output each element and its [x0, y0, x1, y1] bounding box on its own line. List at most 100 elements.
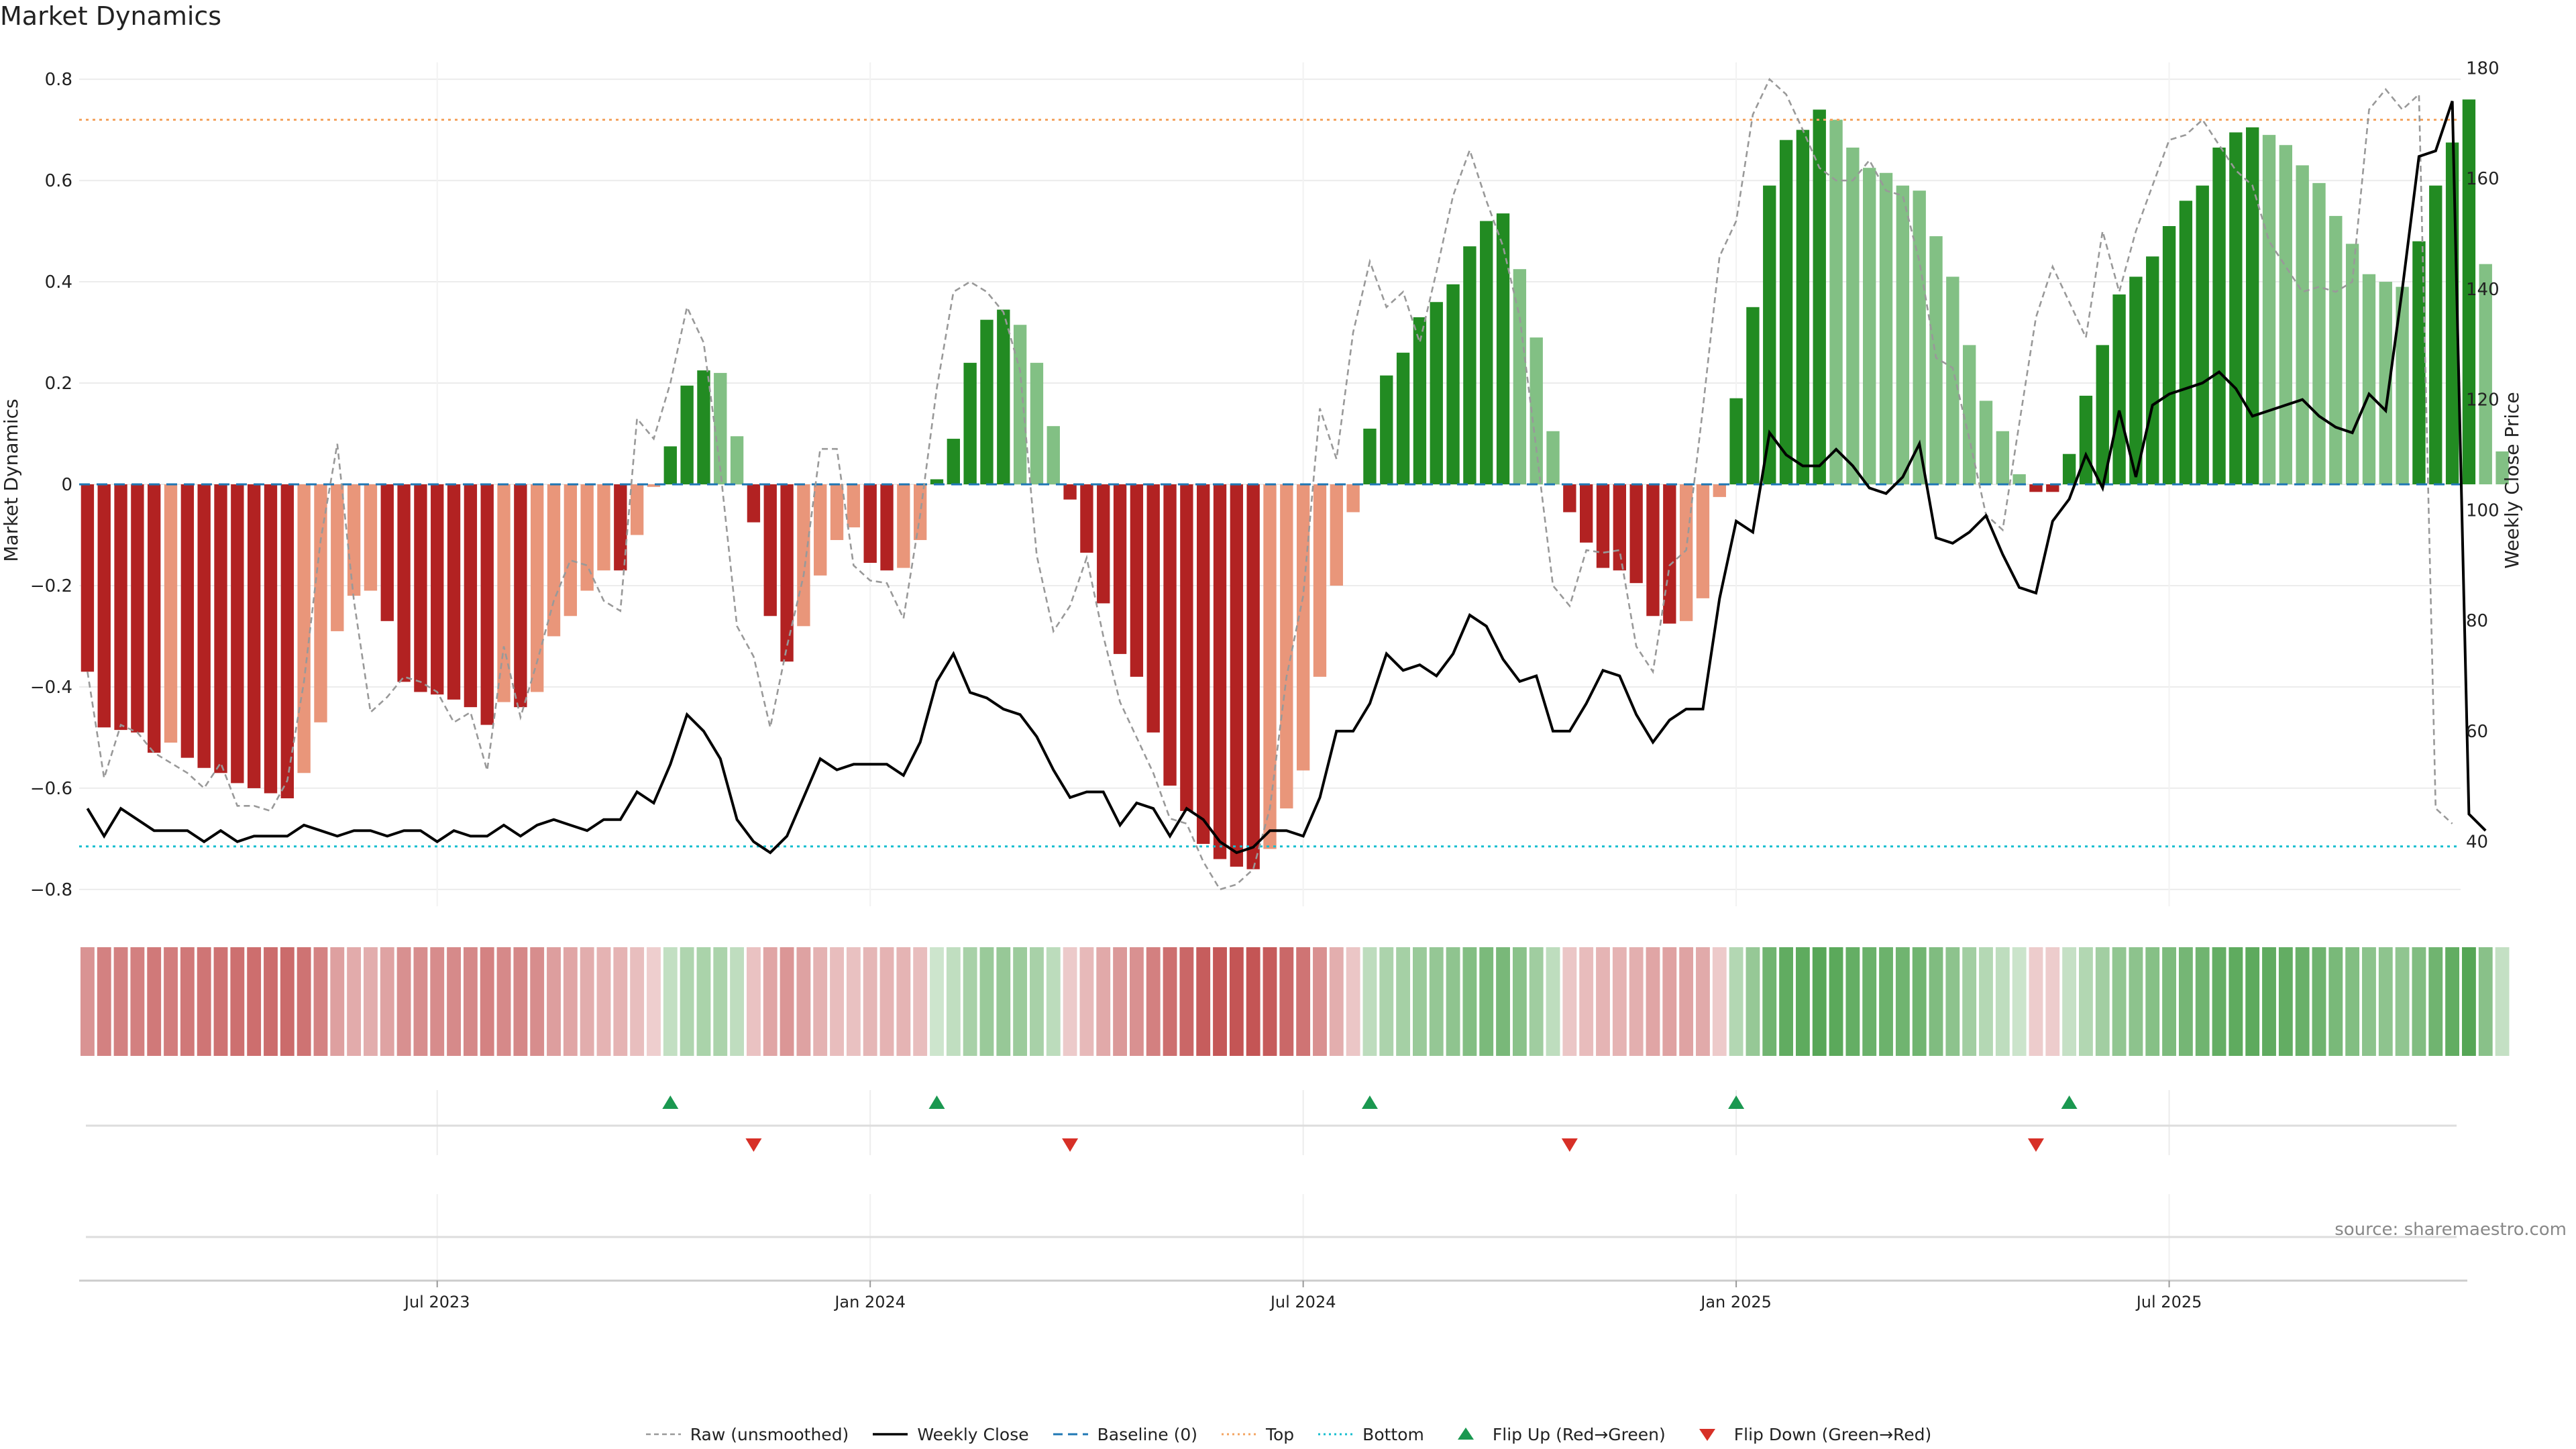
heat-cell — [1362, 947, 1377, 1056]
heat-cell — [80, 947, 95, 1056]
heat-cell — [846, 947, 861, 1056]
heat-cell — [1129, 947, 1144, 1056]
momentum-bar — [80, 484, 95, 672]
flip-down-marker — [1561, 1138, 1578, 1152]
heat-cell — [1546, 947, 1560, 1056]
heat-cell — [1046, 947, 1061, 1056]
heat-cell — [1229, 947, 1244, 1056]
momentum-bar — [614, 484, 627, 571]
heat-cell — [1279, 947, 1294, 1056]
heat-cell — [1163, 947, 1177, 1056]
momentum-bar — [214, 484, 227, 773]
legend-item: Flip Down (Green→Red) — [1688, 1424, 1932, 1444]
momentum-bar — [114, 484, 127, 731]
momentum-bar — [131, 484, 144, 733]
heat-cell — [2461, 947, 2476, 1056]
legend-label: Bottom — [1362, 1424, 1424, 1444]
raw-series-line — [87, 77, 2453, 891]
momentum-bar — [913, 484, 927, 541]
momentum-bar — [1346, 484, 1360, 513]
heat-cell — [297, 947, 311, 1056]
momentum-bar — [1729, 398, 1743, 484]
heat-cell — [2145, 947, 2160, 1056]
momentum-bar — [1613, 484, 1627, 571]
momentum-bar — [963, 362, 977, 484]
flip-down-marker — [745, 1138, 762, 1152]
heat-cell — [2062, 947, 2077, 1056]
momentum-bar — [863, 484, 877, 564]
momentum-bar — [1296, 484, 1310, 771]
momentum-bar — [1280, 484, 1293, 809]
momentum-bar — [730, 436, 744, 484]
dashed-line-icon — [645, 1433, 681, 1436]
momentum-bar — [814, 484, 827, 576]
momentum-bar — [1746, 307, 1760, 484]
y-tick-label: 0.8 — [45, 70, 72, 90]
heat-cell — [2495, 947, 2510, 1056]
momentum-bar — [1197, 484, 1210, 844]
heat-cell — [313, 947, 328, 1056]
legend: Raw (unsmoothed) Weekly Close Baseline (0)… — [0, 1421, 2576, 1448]
heat-cell — [280, 947, 294, 1056]
momentum-bar — [2012, 474, 2026, 484]
x-tick-label: Jan 2024 — [833, 1293, 906, 1311]
momentum-bar — [431, 484, 444, 695]
legend-item: Bottom — [1317, 1425, 1424, 1444]
legend-label: Raw (unsmoothed) — [690, 1424, 849, 1444]
heat-cell — [2162, 947, 2176, 1056]
momentum-bar — [580, 484, 594, 591]
x-axis: Jul 2023 Jan 2024 Jul 2024 Jan 2025 Jul 2025 — [79, 1236, 2467, 1311]
momentum-bar — [380, 484, 394, 621]
heat-cell — [247, 947, 262, 1056]
heat-cell — [647, 947, 661, 1056]
heat-cell — [863, 947, 877, 1056]
heat-cell — [2212, 947, 2226, 1056]
momentum-bar — [1446, 284, 1460, 484]
heat-cell — [1646, 947, 1660, 1056]
heat-cell — [1096, 947, 1111, 1056]
heat-cell — [730, 947, 745, 1056]
y-tick-label: 0.2 — [45, 374, 72, 394]
heat-cell — [113, 947, 128, 1056]
momentum-bar — [747, 484, 761, 523]
momentum-bar — [2129, 276, 2143, 484]
y2-tick-label: 60 — [2466, 722, 2488, 742]
heat-cell — [1962, 947, 1977, 1056]
legend-label: Flip Up (Red→Green) — [1492, 1424, 1666, 1444]
momentum-bar — [2462, 99, 2476, 485]
legend-label: Flip Down (Green→Red) — [1733, 1424, 1932, 1444]
momentum-bar — [2312, 182, 2326, 484]
heat-cell — [447, 947, 461, 1056]
momentum-bar — [1380, 375, 1393, 484]
legend-item: Flip Up (Red→Green) — [1447, 1425, 1666, 1444]
heat-cell — [513, 947, 528, 1056]
heat-cell — [1529, 947, 1544, 1056]
legend-label: Top — [1265, 1424, 1295, 1444]
momentum-bar — [1579, 484, 1593, 543]
reference-lines — [79, 118, 2461, 848]
y-tick-label: 0 — [61, 475, 72, 495]
y-tick-label: −0.8 — [30, 880, 72, 900]
heat-cell — [2395, 947, 2410, 1056]
heat-cell — [1812, 947, 1827, 1056]
heat-cell — [2079, 947, 2093, 1056]
heat-cell — [780, 947, 794, 1056]
heat-cell — [2345, 947, 2360, 1056]
momentum-bar — [947, 439, 961, 484]
momentum-bar — [1246, 484, 1260, 869]
y-tick-label: −0.4 — [30, 678, 72, 698]
momentum-bar — [447, 484, 461, 700]
momentum-bar — [331, 484, 344, 631]
momentum-bar — [480, 484, 494, 725]
momentum-bar — [1879, 172, 1893, 484]
momentum-bar — [1846, 148, 1860, 484]
heat-cell — [2328, 947, 2343, 1056]
heat-cell — [2478, 947, 2493, 1056]
legend-item: Weekly Close — [871, 1425, 1029, 1444]
momentum-bar — [2246, 127, 2259, 484]
momentum-bar — [2212, 148, 2226, 484]
momentum-bar — [2296, 165, 2309, 485]
heat-cell — [2278, 947, 2293, 1056]
momentum-bar — [1097, 484, 1110, 604]
